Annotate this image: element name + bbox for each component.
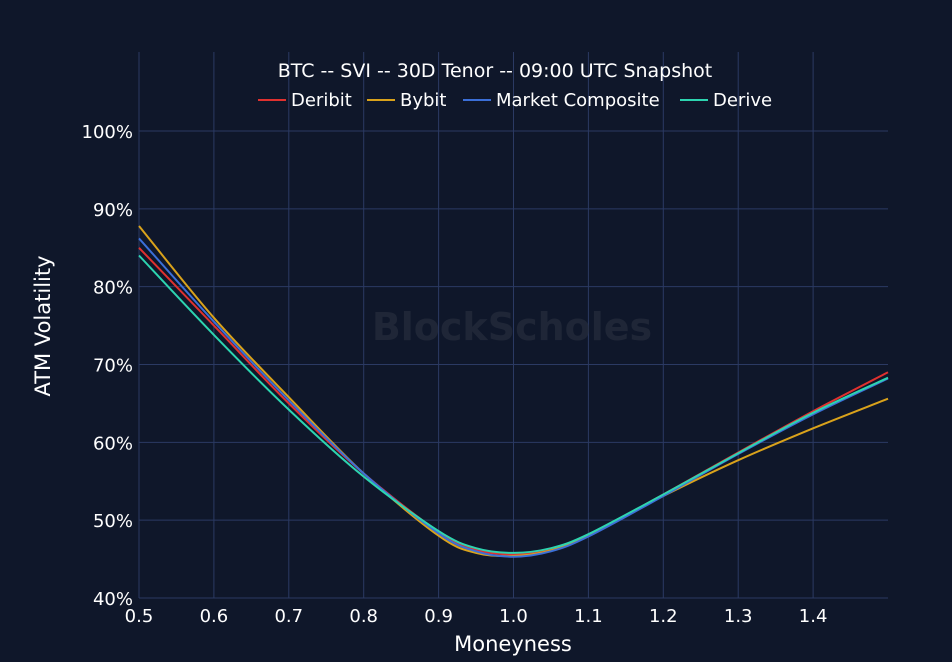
chart-title: BTC -- SVI -- 30D Tenor -- 09:00 UTC Sna… — [278, 60, 713, 82]
watermark: BlockScholes — [372, 305, 652, 349]
y-axis-label: ATM Volatility — [31, 255, 55, 396]
x-tick-label: 1.0 — [499, 606, 528, 627]
y-tick-label: 50% — [93, 511, 133, 532]
legend-item-deribit[interactable]: Deribit — [258, 90, 352, 111]
y-tick-label: 100% — [82, 122, 133, 143]
legend-label: Bybit — [400, 90, 447, 111]
x-tick-label: 0.8 — [349, 606, 378, 627]
legend-item-derive[interactable]: Derive — [680, 90, 772, 111]
legend-item-market-composite[interactable]: Market Composite — [463, 90, 660, 111]
y-tick-label: 40% — [93, 589, 133, 610]
series-line-derive — [138, 254, 889, 554]
legend-label: Derive — [713, 90, 772, 111]
y-tick-labels: 40% 50% 60% 70% 80% 90% 100% — [82, 122, 133, 610]
grid-lines — [138, 52, 888, 599]
x-tick-label: 1.4 — [799, 606, 828, 627]
series-lines — [138, 225, 889, 558]
legend-label: Deribit — [291, 90, 352, 111]
x-axis-label: Moneyness — [454, 632, 572, 656]
y-tick-label: 90% — [93, 200, 133, 221]
legend: Deribit Bybit Market Composite Derive — [258, 90, 772, 111]
x-tick-label: 1.3 — [724, 606, 753, 627]
x-tick-label: 0.5 — [125, 606, 154, 627]
y-tick-label: 70% — [93, 356, 133, 377]
x-tick-label: 1.1 — [574, 606, 603, 627]
legend-item-bybit[interactable]: Bybit — [367, 90, 447, 111]
x-tick-label: 0.9 — [424, 606, 453, 627]
x-tick-label: 0.6 — [200, 606, 229, 627]
x-tick-label: 1.2 — [649, 606, 678, 627]
y-tick-label: 60% — [93, 433, 133, 454]
legend-label: Market Composite — [496, 90, 660, 111]
x-tick-labels: 0.5 0.6 0.7 0.8 0.9 1.0 1.1 1.2 1.3 1.4 — [125, 606, 828, 627]
x-tick-label: 0.7 — [274, 606, 303, 627]
y-tick-label: 80% — [93, 278, 133, 299]
